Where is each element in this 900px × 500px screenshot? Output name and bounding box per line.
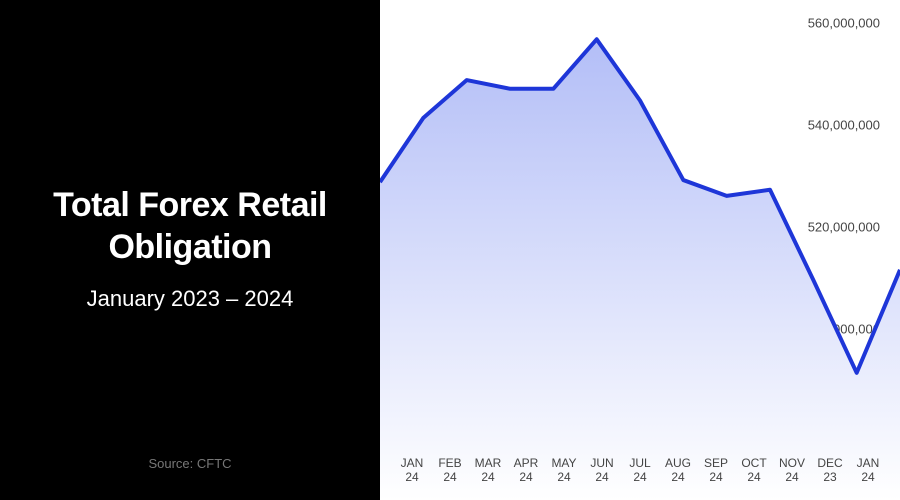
chart-title: Total Forex Retail Obligation — [53, 186, 327, 266]
line — [378, 37, 900, 375]
x-tick-label: MAR 24 — [474, 456, 502, 484]
x-tick-label: AUG 24 — [664, 456, 691, 484]
x-tick-label: SEP 24 — [703, 456, 728, 484]
x-tick-label: JUL 24 — [629, 456, 651, 484]
x-tick-label: JUN 24 — [590, 456, 614, 484]
y-tick-label: 520,000,000 — [808, 219, 880, 234]
x-tick-label: MAY 24 — [551, 456, 577, 484]
x-tick-label: OCT 24 — [741, 456, 767, 484]
x-tick-label: JAN 24 — [856, 456, 880, 484]
x-tick-label: JAN 24 — [400, 456, 424, 484]
source-note: Source: CFTC — [148, 456, 232, 471]
x-tick-label: APR 24 — [513, 456, 539, 484]
y-tick-label: 560,000,000 — [808, 15, 880, 30]
x-tick-label: NOV 24 — [778, 456, 805, 484]
x-tick-label: DEC 23 — [817, 456, 843, 484]
x-tick-label: FEB 24 — [438, 456, 462, 484]
area — [380, 39, 900, 500]
y-tick-label: 540,000,000 — [808, 117, 880, 132]
title-panel: Total Forex Retail Obligation January 20… — [0, 0, 380, 500]
chart-subtitle: January 2023 – 2024 — [86, 286, 294, 311]
